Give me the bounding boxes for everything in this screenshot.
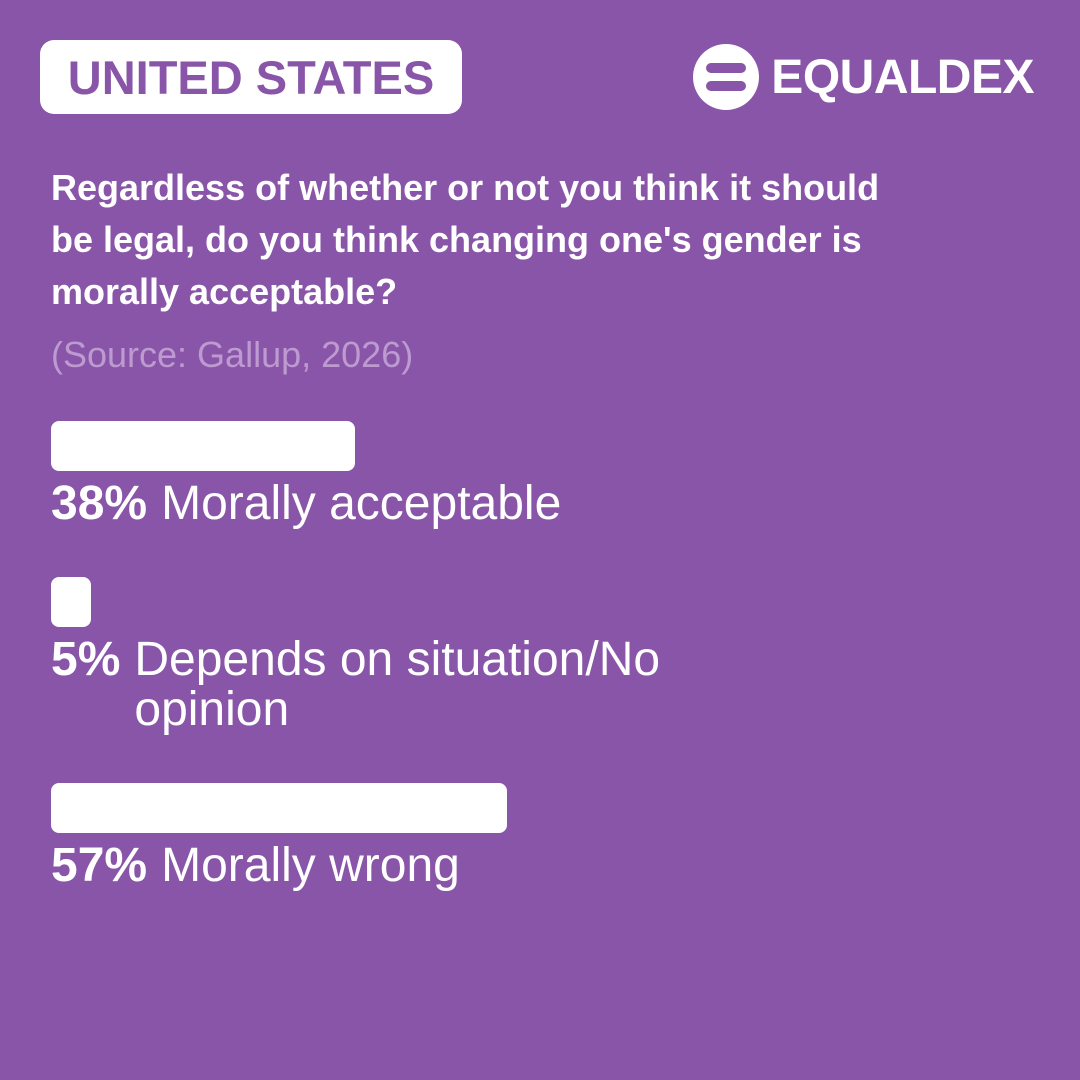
bar-label: 5% Depends on situation/No opinion bbox=[51, 635, 1011, 735]
bar-category-label: Morally wrong bbox=[161, 839, 460, 892]
bar-value-label: 57% bbox=[51, 839, 148, 892]
survey-question: Regardless of whether or not you think i… bbox=[51, 167, 880, 312]
bar-value-label: 38% bbox=[51, 477, 148, 530]
country-name: UNITED STATES bbox=[67, 50, 435, 104]
bar bbox=[51, 783, 507, 833]
source-citation: (Source: Gallup, 2026) bbox=[51, 334, 414, 375]
bar bbox=[51, 421, 355, 471]
brand-logo: EQUALDEX bbox=[693, 44, 1034, 110]
bar-label: 57% Morally wrong bbox=[51, 841, 1011, 891]
bar-row: 57% Morally wrong bbox=[51, 783, 1011, 891]
bar bbox=[51, 577, 91, 627]
bar-category-label: Morally acceptable bbox=[161, 477, 562, 530]
brand-name: EQUALDEX bbox=[771, 50, 1034, 104]
bar-category-label: Depends on situation/No opinion bbox=[134, 633, 661, 736]
bar-chart: 38% Morally acceptable 5% Depends on situat… bbox=[51, 421, 1011, 939]
equaldex-logo-icon bbox=[693, 44, 760, 110]
country-badge: UNITED STATES bbox=[40, 40, 462, 114]
bar-row: 5% Depends on situation/No opinion bbox=[51, 577, 1011, 735]
bar-label: 38% Morally acceptable bbox=[51, 479, 1011, 529]
bar-value-label: 5% bbox=[51, 633, 121, 686]
bar-row: 38% Morally acceptable bbox=[51, 421, 1011, 529]
